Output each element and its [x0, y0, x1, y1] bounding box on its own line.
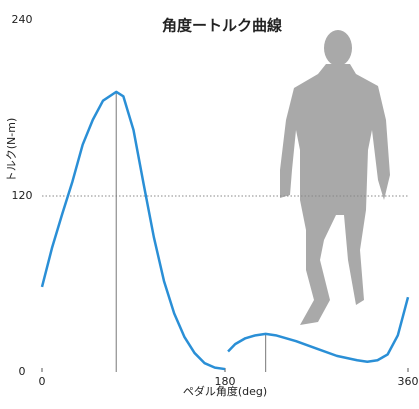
y-tick-label: 0 [19, 365, 26, 378]
x-tick-label: 0 [39, 375, 46, 388]
y-axis-label: トルク(N-m) [5, 118, 18, 183]
human-silhouette [280, 30, 390, 325]
x-tick-label: 360 [398, 375, 419, 388]
x-tick-label: 180 [215, 375, 236, 388]
line-series [40, 90, 410, 371]
x-axis-label: ペダル角度(deg) [183, 384, 267, 398]
y-tick-label: 120 [12, 189, 33, 202]
y-tick-label: 240 [12, 13, 33, 26]
chart-title: 角度ートルク曲線 [162, 17, 282, 35]
